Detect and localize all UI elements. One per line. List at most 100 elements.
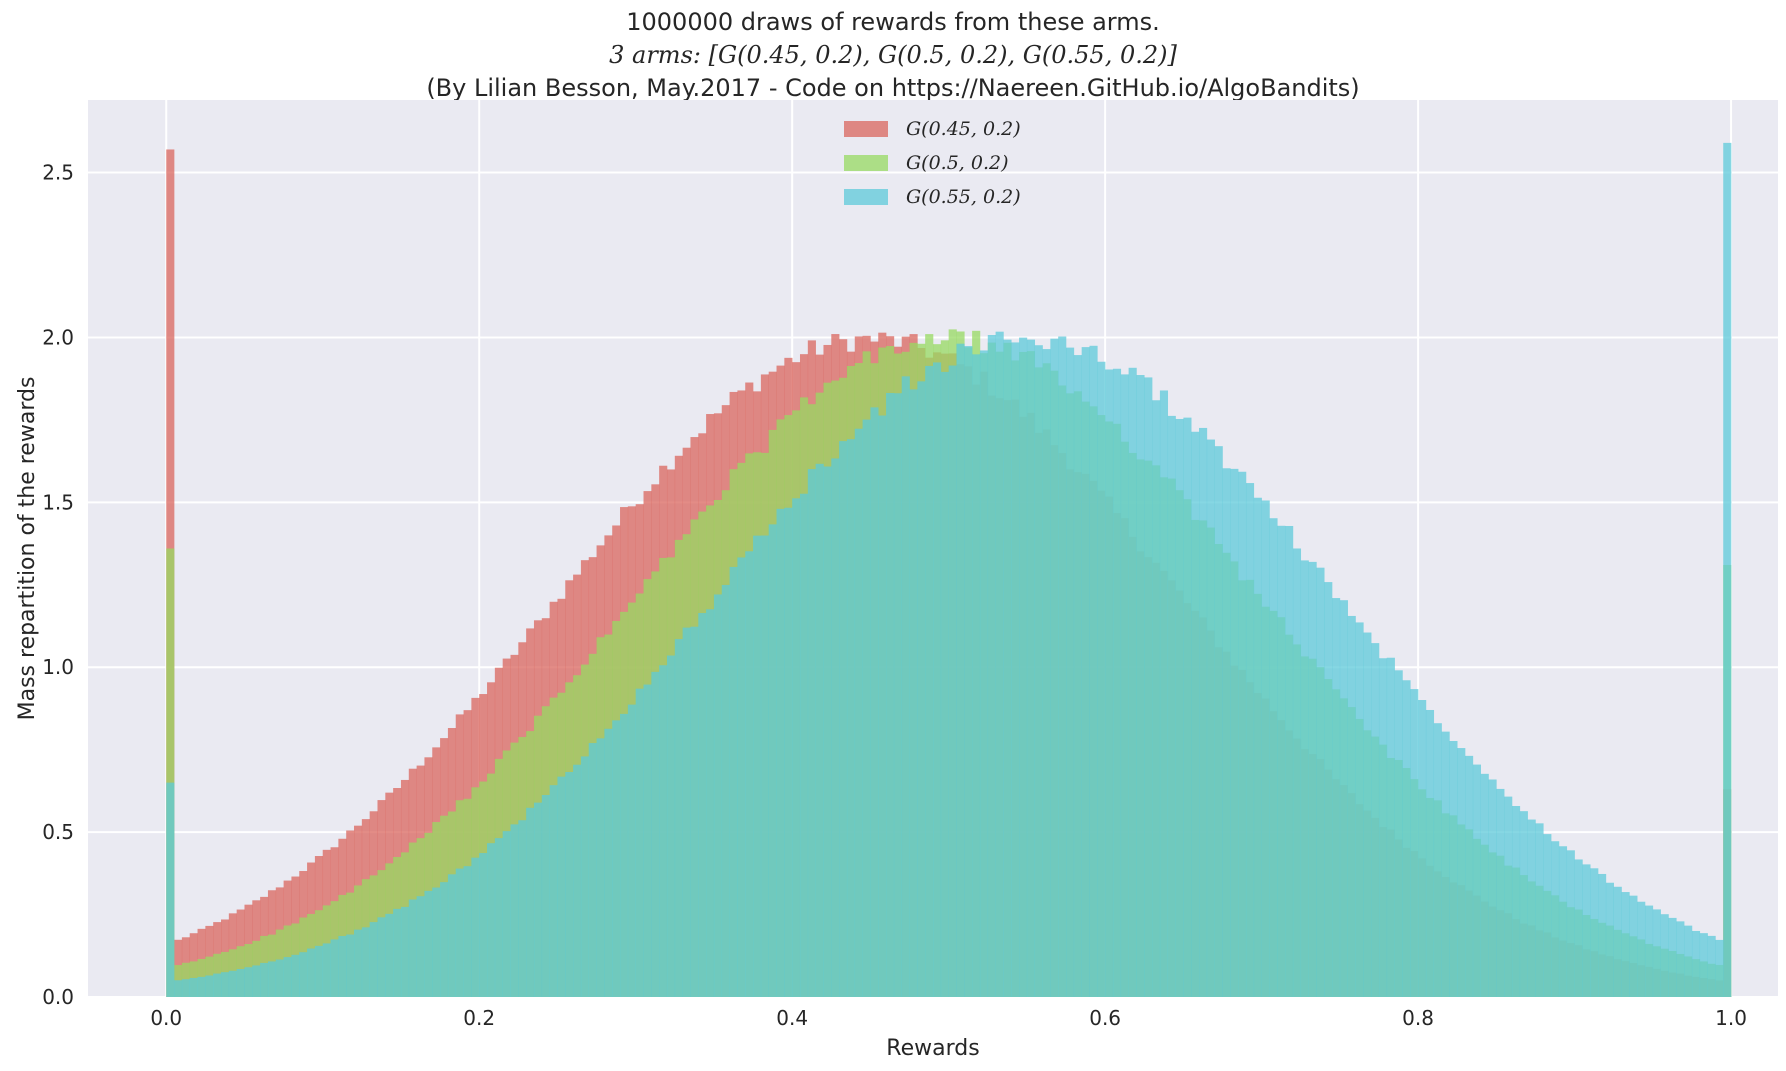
legend-swatch: [844, 155, 888, 171]
legend-swatch: [844, 189, 888, 205]
histogram-bar: [252, 965, 261, 997]
histogram-bar: [620, 713, 629, 997]
histogram-bar: [291, 954, 300, 997]
histogram-bar: [494, 838, 503, 997]
chart-title-line-2: 3 arms: [G(0.45, 0.2), G(0.5, 0.2), G(0.…: [609, 41, 1177, 69]
histogram-bar: [244, 967, 253, 997]
histogram-bar: [956, 343, 965, 997]
histogram-bar: [1543, 834, 1552, 997]
histogram-bar: [1511, 806, 1521, 997]
histogram-bar: [940, 371, 949, 998]
histogram-bar: [1003, 339, 1012, 997]
histogram-bar: [745, 551, 754, 997]
histogram-bar: [674, 639, 683, 997]
histogram-bar: [1316, 567, 1325, 997]
histogram-bar: [784, 507, 793, 997]
y-tick-label: 0.0: [42, 985, 74, 1009]
histogram-bar: [1457, 748, 1466, 997]
histogram-bar: [1371, 643, 1380, 997]
histogram-bar: [455, 868, 464, 997]
histogram-bar: [1558, 846, 1568, 997]
histogram-bar: [839, 441, 848, 997]
histogram-bar: [706, 609, 715, 997]
histogram-bar: [1574, 859, 1583, 997]
histogram-bar: [1034, 345, 1043, 998]
legend-item-3: G(0.55, 0.2): [844, 180, 1021, 214]
histogram-bar: [1050, 338, 1059, 997]
histogram-bar: [948, 365, 957, 997]
histogram-bar: [1332, 598, 1341, 997]
histogram-bar: [1691, 930, 1701, 997]
histogram-bar: [228, 970, 237, 997]
histogram-bar: [1355, 622, 1364, 997]
histogram-bar: [776, 508, 785, 997]
histogram-bar: [651, 671, 660, 997]
histogram-bar: [354, 929, 363, 997]
histogram-bar: [862, 419, 871, 998]
histogram-bar: [385, 913, 394, 997]
histogram-bar: [166, 782, 175, 997]
y-tick-label: 1.5: [42, 490, 74, 514]
histogram-bar: [1527, 819, 1536, 997]
histogram-bar: [1644, 905, 1654, 997]
histogram-bar: [205, 975, 214, 997]
histogram-bar: [1449, 741, 1458, 997]
histogram-bar: [1582, 864, 1591, 997]
histogram-bar: [1480, 773, 1489, 997]
histogram-bar: [1011, 342, 1020, 998]
x-axis-label: Rewards: [886, 1036, 979, 1061]
y-axis-ticks: 0.0 0.5 1.0 1.5 2.0 2.5: [42, 161, 74, 1009]
histogram-bar: [666, 655, 676, 997]
legend-label: G(0.55, 0.2): [906, 186, 1021, 208]
histogram-bar: [753, 535, 762, 997]
histogram-bar: [299, 952, 308, 997]
histogram-bar: [447, 874, 457, 997]
histogram-bar: [1245, 483, 1255, 997]
chart-title-line-1: 1000000 draws of rewards from these arms…: [626, 8, 1160, 36]
histogram-bar: [1347, 615, 1356, 997]
histogram-bar: [1339, 600, 1348, 997]
histogram-bar: [526, 807, 535, 997]
histogram-bar: [416, 896, 425, 997]
x-tick-label: 0.6: [1089, 1006, 1121, 1030]
histogram-bar: [1660, 914, 1669, 997]
x-tick-label: 0.4: [776, 1006, 808, 1030]
histogram-bar: [174, 980, 183, 997]
histogram-bar: [1097, 361, 1106, 997]
histogram-bar: [1425, 709, 1435, 997]
histogram-bar: [166, 548, 175, 997]
histogram-bar: [1566, 850, 1575, 997]
histogram-bar: [1324, 582, 1333, 997]
histogram-bar: [424, 890, 433, 997]
histogram-bar: [1253, 497, 1262, 997]
histogram-bar: [807, 469, 816, 997]
histogram-bar: [440, 882, 449, 997]
histogram-bar: [1668, 917, 1677, 997]
histogram-bar: [338, 935, 347, 997]
histogram-bar: [878, 415, 887, 998]
histogram-bar: [510, 824, 519, 997]
histogram-bar: [1019, 337, 1028, 997]
histogram-bar: [1277, 525, 1286, 997]
histogram-bar: [917, 381, 926, 997]
y-tick-label: 2.5: [42, 161, 74, 185]
histogram-bar: [393, 908, 402, 997]
histogram-bar: [1637, 901, 1646, 997]
histogram-bar: [1222, 468, 1231, 997]
histogram-bar: [1308, 561, 1317, 997]
histogram-bar: [236, 969, 245, 997]
histogram-bar: [283, 957, 292, 997]
histogram-bar: [1613, 886, 1622, 997]
histogram-bar: [1402, 680, 1411, 997]
histogram-bar: [1378, 658, 1388, 997]
legend-label: G(0.45, 0.2): [906, 118, 1021, 140]
histogram-bar: [729, 566, 738, 997]
histogram-bar: [1230, 468, 1239, 997]
histogram-bar: [1042, 349, 1051, 997]
histogram-bar: [659, 665, 668, 997]
histogram-bar: [1535, 823, 1544, 997]
histogram-bar: [792, 498, 801, 997]
histogram-bar: [1089, 345, 1098, 997]
histogram-bar: [502, 831, 511, 997]
histogram-bar: [1300, 560, 1309, 997]
